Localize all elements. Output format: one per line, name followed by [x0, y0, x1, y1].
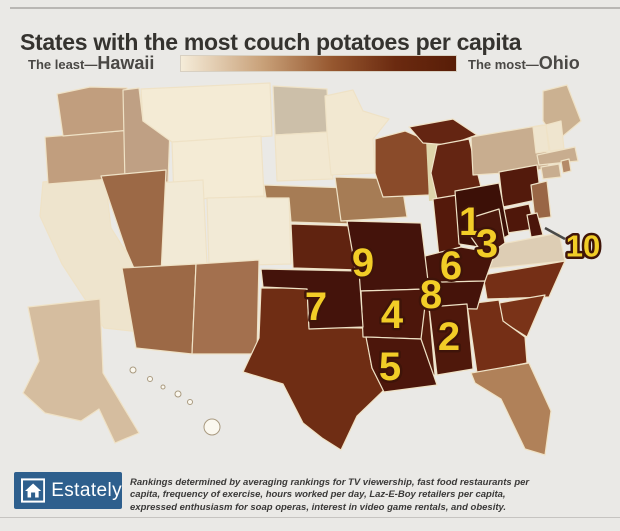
page-title: States with the most couch potatoes per … — [20, 29, 522, 56]
state-hawaii — [187, 399, 193, 405]
rank-label-3-west-virginia: 3 — [476, 222, 498, 266]
state-florida — [470, 362, 552, 456]
state-louisiana — [365, 336, 438, 393]
bottom-rule — [0, 517, 620, 518]
rank-label-9-missouri: 9 — [352, 241, 374, 285]
rank-label-4-arkansas: 4 — [381, 293, 404, 337]
legend-least: The least—Hawaii — [28, 53, 154, 74]
state-alabama — [428, 303, 474, 376]
state-hawaii — [147, 376, 153, 382]
state-minnesota — [324, 89, 390, 176]
legend-most: The most—Ohio — [468, 53, 580, 74]
state-alaska — [22, 298, 140, 444]
rank-label-6-kentucky: 6 — [440, 244, 462, 288]
legend-least-label: The least— — [28, 57, 98, 72]
state-hawaii — [160, 384, 166, 390]
state-colorado — [206, 195, 292, 267]
state-north-carolina — [482, 260, 566, 300]
rank-label-2-alabama: 2 — [438, 315, 460, 359]
state-arizona — [121, 263, 197, 355]
estately-logo: Estately — [14, 472, 122, 509]
legend-least-state: Hawaii — [97, 53, 155, 73]
rank-label-1-ohio: 1 — [459, 200, 481, 244]
state-new-mexico — [191, 259, 260, 355]
leader-line-delaware — [544, 226, 566, 241]
state-connecticut — [540, 163, 562, 180]
state-vermont — [532, 124, 550, 154]
state-washington — [56, 86, 132, 137]
state-delaware — [526, 212, 544, 238]
house-icon — [21, 478, 46, 503]
state-new-jersey — [530, 180, 552, 220]
logo-wordmark: Estately — [51, 479, 122, 501]
state-oklahoma — [260, 268, 364, 330]
state-north-dakota — [272, 85, 330, 136]
rank-label-10-delaware: 10 — [566, 229, 600, 264]
top-rule — [10, 7, 620, 9]
legend-gradient-bar — [180, 55, 457, 72]
state-west-virginia — [466, 208, 506, 258]
rank-label-8-tennessee: 8 — [420, 273, 442, 317]
state-hawaii — [174, 390, 182, 398]
state-south-dakota — [274, 131, 334, 182]
map-area: 10 1 3 6 8 9 4 5 2 7 — [0, 76, 620, 466]
methodology-note: Rankings determined by averaging ranking… — [130, 476, 530, 513]
state-hawaii — [203, 418, 221, 436]
legend-most-state: Ohio — [538, 53, 580, 73]
legend-most-label: The most— — [468, 57, 539, 72]
rank-label-7-oklahoma: 7 — [305, 285, 327, 329]
state-rhode-island — [560, 158, 572, 174]
state-montana — [140, 82, 273, 143]
rank-label-5-louisiana: 5 — [379, 345, 401, 389]
state-hawaii — [129, 366, 137, 374]
